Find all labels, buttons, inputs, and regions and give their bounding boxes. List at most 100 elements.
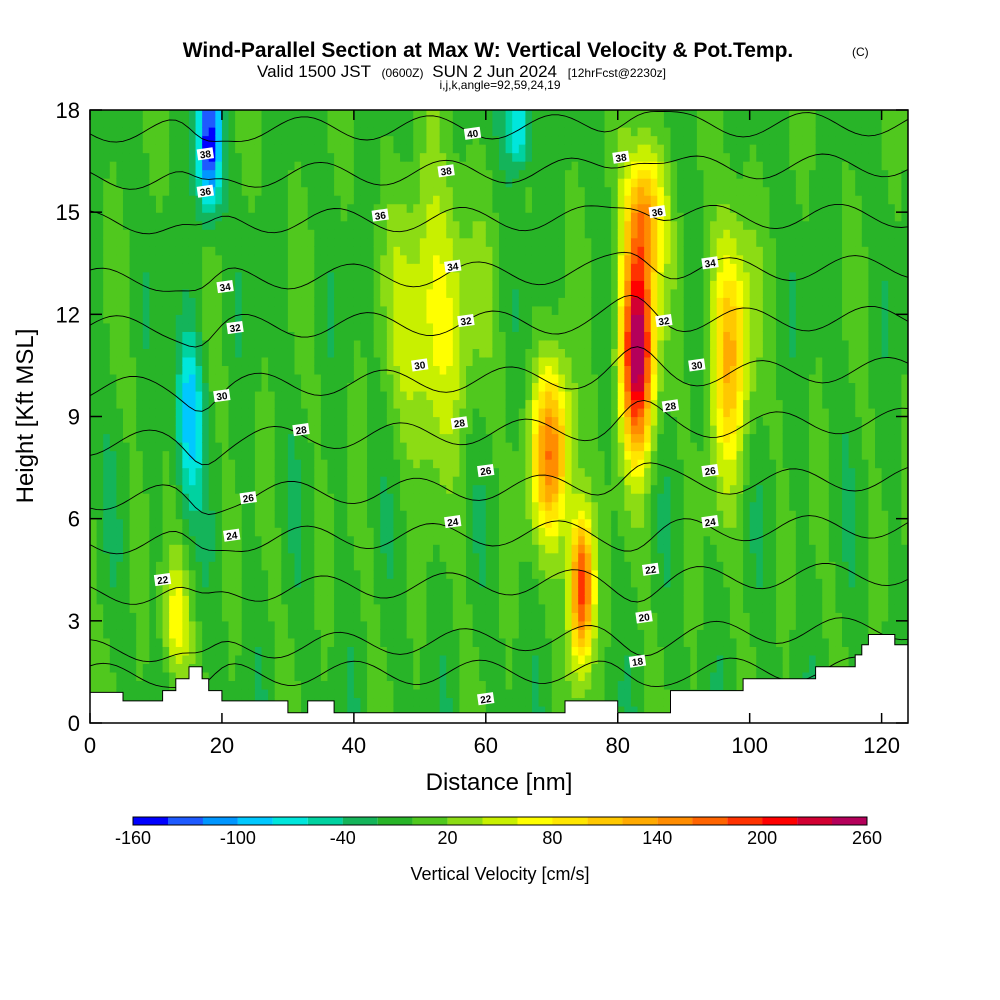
velocity-cell: [235, 561, 243, 571]
velocity-cell: [380, 654, 388, 664]
velocity-cell: [525, 476, 533, 486]
velocity-cell: [116, 425, 124, 435]
velocity-cell: [155, 254, 164, 264]
velocity-cell: [202, 586, 210, 596]
velocity-cell: [327, 688, 335, 699]
velocity-cell: [367, 152, 375, 162]
velocity-cell: [320, 322, 329, 332]
velocity-cell: [373, 127, 381, 137]
velocity-cell: [281, 203, 289, 213]
velocity-cell: [327, 280, 335, 290]
velocity-cell: [142, 382, 150, 392]
velocity-cell: [492, 569, 500, 579]
velocity-cell: [169, 356, 177, 367]
velocity-cell: [215, 365, 223, 375]
velocity-cell: [235, 416, 243, 426]
velocity-cell: [400, 535, 408, 545]
velocity-cell: [268, 671, 276, 682]
velocity-cell: [188, 544, 197, 554]
velocity-cell: [499, 561, 507, 571]
velocity-cell: [466, 331, 474, 341]
velocity-cell: [512, 152, 520, 162]
velocity-cell: [512, 629, 520, 639]
velocity-cell: [129, 322, 137, 332]
velocity-cell: [512, 297, 520, 307]
velocity-cell: [281, 442, 289, 452]
velocity-cell: [386, 680, 395, 690]
velocity-cell: [347, 127, 355, 137]
velocity-cell: [136, 569, 144, 579]
velocity-cell: [334, 271, 342, 281]
velocity-cell: [235, 144, 243, 154]
velocity-cell: [208, 407, 216, 418]
velocity-cell: [538, 654, 546, 664]
velocity-cell: [96, 365, 104, 375]
velocity-cell: [195, 356, 203, 367]
velocity-cell: [122, 390, 131, 401]
velocity-cell: [479, 442, 487, 452]
velocity-cell: [294, 178, 302, 188]
velocity-cell: [235, 620, 243, 630]
velocity-cell: [373, 612, 381, 622]
velocity-cell: [228, 688, 236, 699]
velocity-cell: [96, 407, 104, 418]
velocity-cell: [419, 688, 428, 699]
velocity-cell: [531, 127, 540, 137]
velocity-cell: [314, 186, 322, 196]
velocity-cell: [446, 501, 454, 511]
velocity-cell: [188, 178, 197, 188]
velocity-cell: [446, 688, 454, 699]
velocity-cell: [472, 603, 480, 613]
velocity-cell: [433, 697, 441, 707]
velocity-cell: [353, 161, 362, 171]
velocity-cell: [116, 544, 124, 554]
velocity-cell: [400, 297, 408, 307]
velocity-cell: [406, 220, 414, 230]
velocity-cell: [182, 314, 190, 324]
velocity-cell: [459, 612, 467, 622]
velocity-cell: [241, 629, 249, 639]
velocity-cell: [149, 578, 157, 588]
velocity-cell: [314, 331, 322, 341]
velocity-cell: [334, 476, 342, 486]
velocity-cell: [413, 212, 421, 222]
velocity-cell: [248, 612, 256, 622]
velocity-cell: [248, 305, 256, 315]
velocity-cell: [466, 254, 474, 264]
velocity-cell: [129, 186, 137, 196]
velocity-cell: [254, 178, 263, 188]
velocity-cell: [182, 271, 190, 281]
velocity-cell: [122, 373, 131, 384]
velocity-cell: [426, 297, 434, 307]
velocity-cell: [492, 467, 500, 477]
velocity-cell: [492, 263, 500, 273]
velocity-cell: [116, 476, 124, 486]
velocity-cell: [479, 646, 487, 656]
velocity-cell: [499, 280, 507, 290]
velocity-cell: [188, 186, 197, 196]
velocity-cell: [459, 697, 467, 707]
velocity-cell: [531, 425, 540, 435]
velocity-cell: [162, 127, 170, 137]
velocity-cell: [90, 305, 98, 315]
velocity-cell: [512, 178, 520, 188]
velocity-cell: [314, 161, 322, 171]
velocity-cell: [419, 654, 428, 664]
velocity-cell: [129, 646, 137, 656]
velocity-cell: [162, 144, 170, 154]
velocity-cell: [439, 229, 447, 239]
velocity-cell: [400, 459, 408, 469]
velocity-cell: [307, 365, 315, 375]
velocity-cell: [545, 561, 553, 571]
velocity-cell: [162, 110, 170, 120]
velocity-cell: [142, 595, 150, 605]
velocity-cell: [340, 561, 348, 571]
velocity-cell: [169, 569, 177, 579]
velocity-cell: [452, 390, 461, 401]
velocity-cell: [525, 586, 533, 596]
velocity-cell: [169, 348, 177, 358]
velocity-cell: [327, 654, 335, 664]
velocity-cell: [439, 365, 447, 375]
velocity-cell: [426, 467, 434, 477]
velocity-cell: [162, 654, 170, 664]
